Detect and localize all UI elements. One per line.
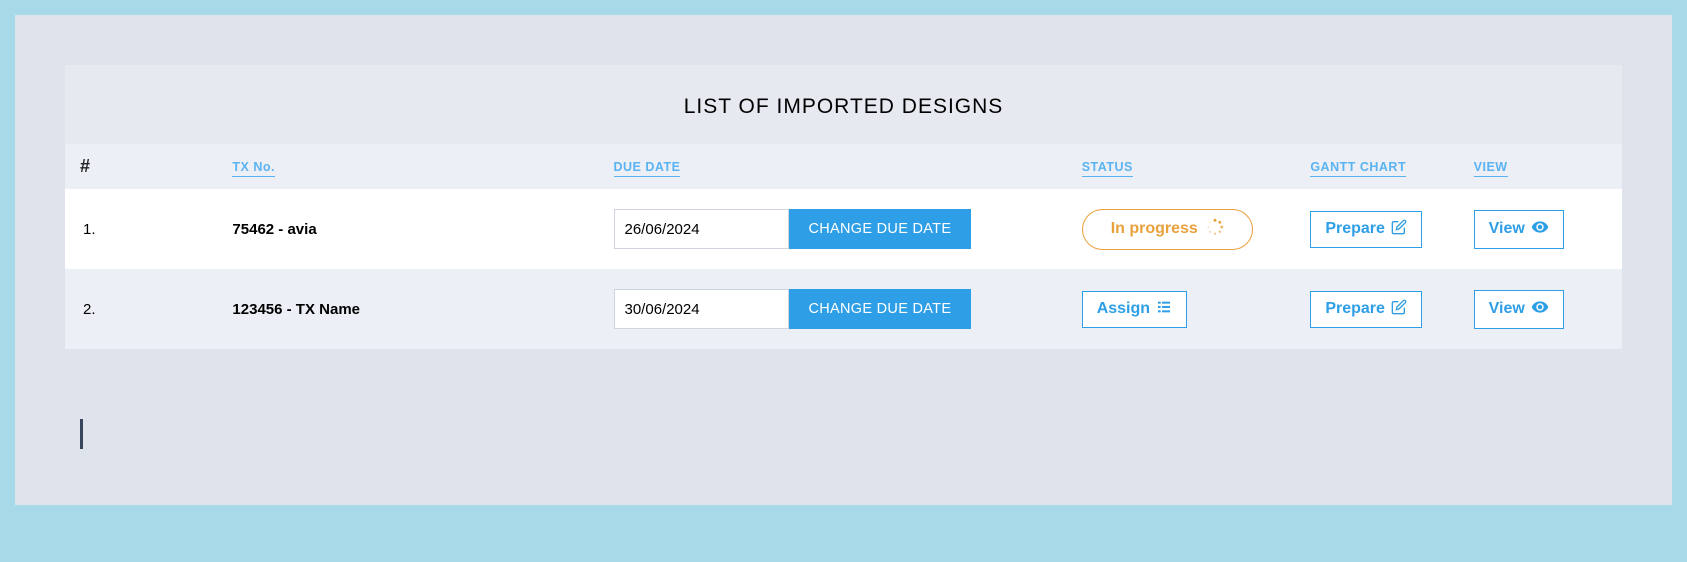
date-input-group: CHANGE DUE DATE xyxy=(614,209,1052,249)
col-header-num: # xyxy=(65,144,217,189)
table-row: 2. 123456 - TX Name CHANGE DUE DATE Assi… xyxy=(65,269,1622,349)
prepare-label: Prepare xyxy=(1325,300,1385,318)
prepare-button[interactable]: Prepare xyxy=(1310,211,1422,248)
col-header-gantt: GANTT CHART xyxy=(1295,144,1458,189)
gantt-sort-link[interactable]: GANTT CHART xyxy=(1310,160,1406,177)
assign-label: Assign xyxy=(1097,300,1150,318)
tx-name: 75462 - avia xyxy=(217,189,598,269)
view-label: View xyxy=(1489,300,1525,318)
prepare-button[interactable]: Prepare xyxy=(1310,291,1422,328)
col-header-view: VIEW xyxy=(1459,144,1622,189)
spinner-icon xyxy=(1206,218,1224,241)
edit-icon xyxy=(1391,299,1407,320)
prepare-label: Prepare xyxy=(1325,220,1385,238)
assign-button[interactable]: Assign xyxy=(1082,291,1187,328)
eye-icon xyxy=(1531,218,1549,241)
table-body: 1. 75462 - avia CHANGE DUE DATE In progr… xyxy=(65,189,1622,349)
col-header-status: STATUS xyxy=(1067,144,1296,189)
col-header-due: DUE DATE xyxy=(599,144,1067,189)
change-due-date-button[interactable]: CHANGE DUE DATE xyxy=(789,209,972,249)
list-icon xyxy=(1156,299,1172,320)
row-number: 1. xyxy=(65,189,217,269)
designs-table: # TX No. DUE DATE STATUS GANTT CHART VIE… xyxy=(65,144,1622,349)
outer-panel: LIST OF IMPORTED DESIGNS # TX No. DUE DA… xyxy=(15,15,1672,505)
tx-sort-link[interactable]: TX No. xyxy=(232,160,275,177)
view-cell: View xyxy=(1459,269,1622,349)
due-sort-link[interactable]: DUE DATE xyxy=(614,160,681,177)
tx-name: 123456 - TX Name xyxy=(217,269,598,349)
view-sort-link[interactable]: VIEW xyxy=(1474,160,1508,177)
inner-panel: LIST OF IMPORTED DESIGNS # TX No. DUE DA… xyxy=(65,65,1622,349)
view-label: View xyxy=(1489,220,1525,238)
status-cell: In progress xyxy=(1067,189,1296,269)
status-cell: Assign xyxy=(1067,269,1296,349)
text-cursor xyxy=(80,419,83,449)
view-button[interactable]: View xyxy=(1474,210,1564,249)
table-row: 1. 75462 - avia CHANGE DUE DATE In progr… xyxy=(65,189,1622,269)
status-sort-link[interactable]: STATUS xyxy=(1082,160,1133,177)
due-date-cell: CHANGE DUE DATE xyxy=(599,269,1067,349)
due-date-input[interactable] xyxy=(614,289,789,329)
gantt-cell: Prepare xyxy=(1295,189,1458,269)
status-badge-in-progress: In progress xyxy=(1082,209,1253,250)
gantt-cell: Prepare xyxy=(1295,269,1458,349)
due-date-input[interactable] xyxy=(614,209,789,249)
due-date-cell: CHANGE DUE DATE xyxy=(599,189,1067,269)
view-button[interactable]: View xyxy=(1474,290,1564,329)
table-header-row: # TX No. DUE DATE STATUS GANTT CHART VIE… xyxy=(65,144,1622,189)
view-cell: View xyxy=(1459,189,1622,269)
col-header-tx: TX No. xyxy=(217,144,598,189)
change-due-date-button[interactable]: CHANGE DUE DATE xyxy=(789,289,972,329)
eye-icon xyxy=(1531,298,1549,321)
status-label: In progress xyxy=(1111,220,1198,238)
page-title: LIST OF IMPORTED DESIGNS xyxy=(65,65,1622,144)
row-number: 2. xyxy=(65,269,217,349)
edit-icon xyxy=(1391,219,1407,240)
date-input-group: CHANGE DUE DATE xyxy=(614,289,1052,329)
